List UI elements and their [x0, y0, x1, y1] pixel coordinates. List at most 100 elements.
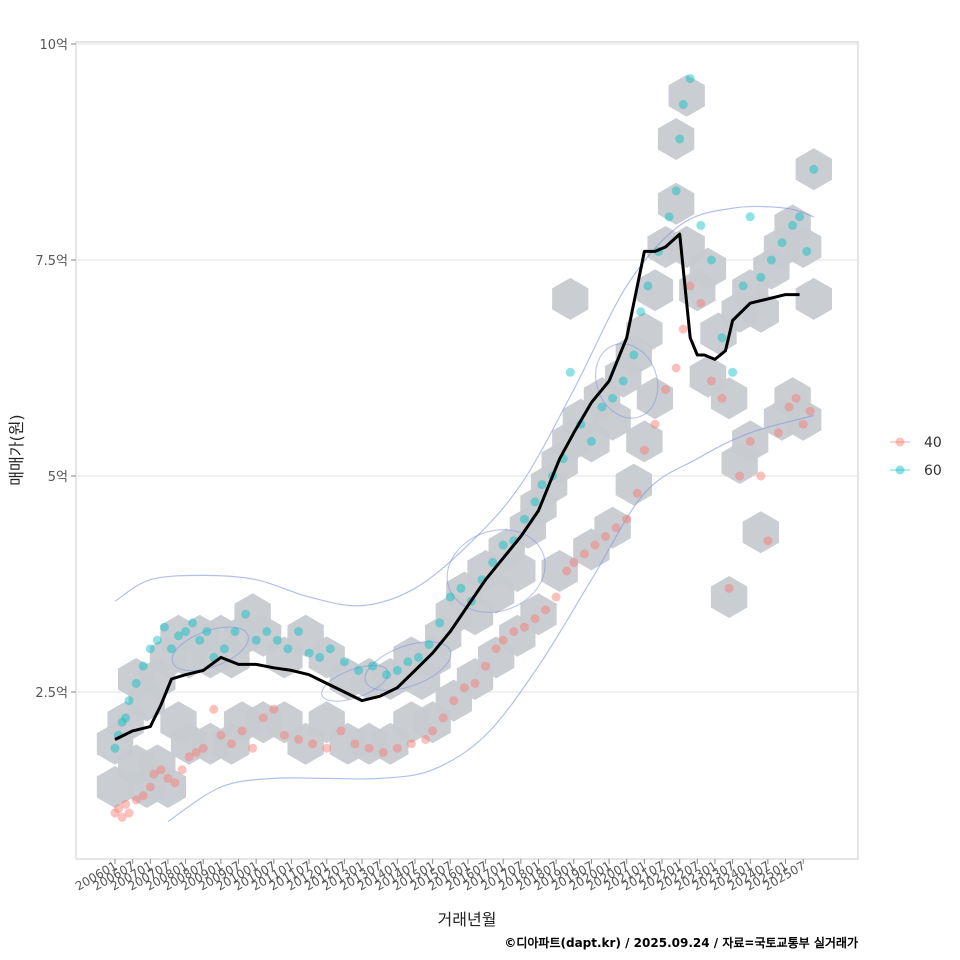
point-60-31	[382, 670, 392, 680]
point-60-30	[368, 661, 378, 671]
point-60-75	[802, 246, 812, 256]
point-40-25	[308, 739, 318, 749]
point-60-45	[530, 497, 540, 507]
point-40-5	[131, 795, 141, 805]
point-40-35	[438, 713, 448, 723]
point-60-67	[728, 367, 738, 377]
point-40-29	[364, 743, 374, 753]
point-60-49	[565, 367, 575, 377]
point-40-40	[491, 644, 501, 654]
point-60-13	[188, 618, 198, 628]
point-40-67	[756, 471, 766, 481]
point-40-9	[156, 765, 166, 775]
hexbin-53	[499, 550, 536, 592]
point-40-38	[470, 678, 480, 688]
point-60-12	[181, 627, 191, 636]
point-60-34	[414, 652, 423, 662]
trend-line	[114, 232, 800, 741]
hexbin-86	[710, 576, 748, 618]
point-40-10	[163, 773, 173, 783]
point-40-32	[406, 739, 416, 749]
point-60-14	[195, 635, 205, 645]
point-60-4	[124, 696, 134, 706]
point-40-44	[530, 614, 540, 624]
hexbin-98	[785, 226, 822, 268]
hexbin-85	[710, 377, 748, 420]
point-60-2	[117, 717, 127, 727]
point-60-15	[202, 627, 212, 636]
hexbin-68	[594, 506, 631, 549]
point-40-13	[184, 752, 194, 762]
density-contour-outer-lower	[167, 414, 814, 823]
point-60-28	[339, 657, 349, 667]
point-60-46	[537, 480, 547, 490]
point-60-24	[294, 627, 303, 636]
point-60-73	[788, 220, 798, 230]
point-60-3	[121, 713, 131, 723]
point-60-53	[608, 393, 618, 403]
point-60-61	[675, 134, 685, 144]
point-60-63	[685, 74, 695, 84]
point-60-9	[159, 622, 169, 632]
point-60-60	[671, 186, 681, 196]
point-60-7	[145, 644, 155, 654]
point-60-29	[354, 665, 363, 675]
legend-label-40: 40	[924, 435, 942, 451]
point-60-41	[488, 557, 498, 567]
y-axis-title: 매매가(원)	[7, 414, 26, 485]
point-40-46	[551, 592, 561, 602]
point-60-68	[738, 281, 748, 291]
point-60-55	[629, 350, 639, 360]
point-40-51	[601, 532, 610, 541]
point-60-8	[152, 635, 162, 645]
point-40-28	[350, 739, 360, 749]
point-40-64	[724, 583, 734, 593]
point-60-19	[241, 609, 251, 619]
point-40-4	[124, 808, 134, 818]
point-40-61	[696, 298, 706, 308]
point-60-65	[706, 255, 716, 265]
point-60-71	[766, 255, 776, 265]
point-40-1	[114, 804, 123, 814]
y-tick-label-1: 5억	[48, 470, 68, 485]
density-ring-3	[595, 343, 659, 419]
y-tick-label-3: 10억	[39, 38, 68, 53]
hexbin-91	[742, 511, 779, 554]
point-60-21	[262, 627, 272, 636]
point-40-22	[269, 704, 279, 714]
point-60-18	[230, 627, 240, 636]
scatter-points-layer	[110, 74, 819, 822]
point-60-33	[403, 657, 413, 667]
x-axis-title: 거래년월	[438, 910, 497, 929]
point-40-48	[569, 557, 579, 567]
point-40-17	[216, 730, 226, 740]
point-40-58	[671, 363, 681, 373]
point-60-56	[636, 307, 646, 317]
point-40-19	[237, 726, 247, 736]
point-40-52	[611, 523, 621, 533]
point-60-44	[519, 514, 529, 524]
point-40-60	[685, 281, 695, 291]
point-40-49	[579, 549, 589, 559]
point-60-20	[251, 635, 261, 645]
point-40-54	[632, 488, 642, 498]
point-40-70	[784, 402, 794, 412]
legend-key-40-marker	[895, 437, 905, 447]
point-60-26	[315, 652, 325, 662]
hexbin-75	[636, 377, 674, 420]
point-60-51	[586, 436, 596, 446]
point-60-37	[445, 592, 455, 602]
point-40-66	[745, 436, 755, 446]
point-40-59	[678, 324, 688, 334]
point-60-76	[809, 164, 819, 174]
hexbin-90	[732, 420, 769, 463]
x-axis-ticks: 2006012006072007012007072008012008072009…	[73, 858, 808, 893]
hexbin-101	[795, 148, 832, 191]
point-40-16	[209, 704, 219, 714]
point-40-53	[622, 514, 632, 524]
point-40-72	[798, 419, 808, 429]
point-60-62	[678, 100, 688, 109]
point-60-66	[717, 333, 727, 343]
point-60-5	[131, 678, 141, 688]
